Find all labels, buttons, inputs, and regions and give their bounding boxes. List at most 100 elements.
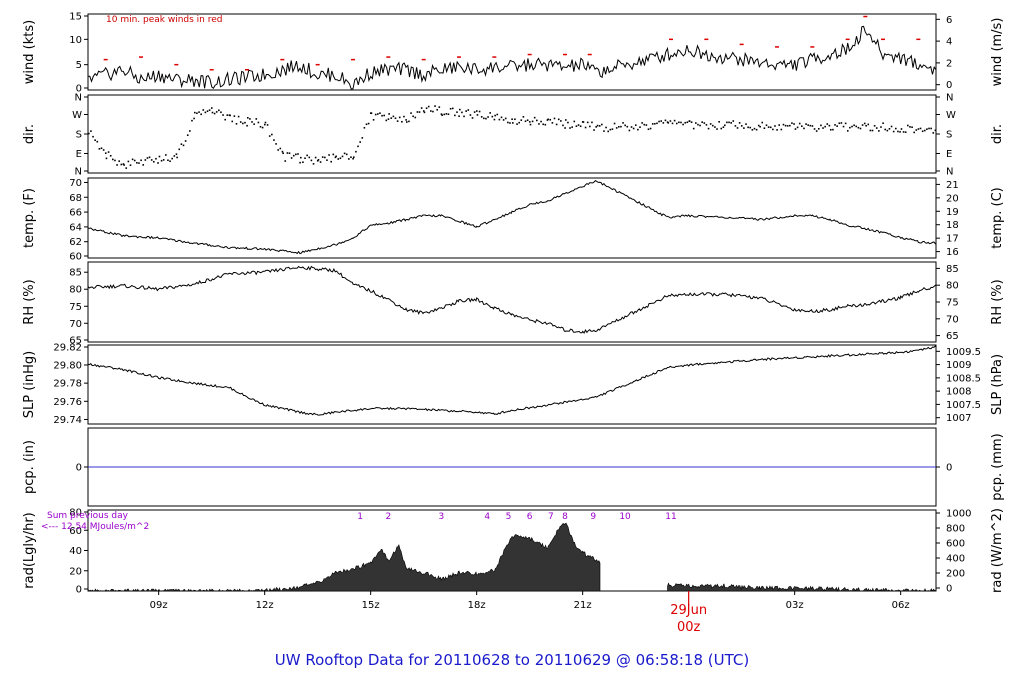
dir-point bbox=[447, 113, 450, 116]
dir-point bbox=[915, 129, 918, 131]
dir-point bbox=[136, 162, 138, 164]
pcp-right-tick-label: 0 bbox=[946, 463, 952, 474]
dir-point bbox=[425, 107, 428, 110]
dir-point bbox=[420, 107, 423, 109]
pcp-left-axis-title: pcp. (in) bbox=[22, 440, 37, 494]
slp-left-tick-label: 29.80 bbox=[53, 360, 82, 371]
dir-point bbox=[104, 152, 107, 154]
dir-point bbox=[626, 125, 629, 128]
rad-right-tick-label: 0 bbox=[946, 584, 952, 595]
dir-point bbox=[449, 107, 452, 110]
temp-right-tick-label: 17 bbox=[946, 234, 959, 245]
dir-point bbox=[603, 130, 605, 132]
dir-point bbox=[533, 116, 536, 119]
dir-point bbox=[547, 118, 549, 121]
dir-point bbox=[383, 114, 385, 117]
dir-point bbox=[224, 118, 226, 121]
temp-left-tick-label: 62 bbox=[69, 237, 82, 248]
dir-point bbox=[114, 159, 116, 162]
dir-point bbox=[565, 119, 567, 121]
dir-point bbox=[649, 127, 652, 130]
panel-pcp: 0 0 pcp. (in) pcp. (mm) bbox=[22, 427, 1005, 507]
slp-right-tick-label: 1008 bbox=[946, 387, 971, 398]
dir-point bbox=[673, 119, 676, 122]
dir-point bbox=[647, 128, 650, 131]
dir-point bbox=[759, 125, 761, 128]
hour-mark-9: 9 bbox=[590, 512, 596, 522]
wind-right-tick-label: 6 bbox=[946, 15, 952, 26]
dir-point bbox=[282, 152, 284, 155]
dir-point bbox=[339, 157, 342, 160]
dir-point bbox=[736, 127, 739, 129]
dir-point bbox=[478, 110, 481, 113]
dir-point bbox=[191, 119, 193, 122]
dir-point bbox=[109, 154, 112, 157]
dir-point bbox=[465, 110, 467, 112]
dir-point bbox=[206, 110, 209, 112]
dir-point bbox=[780, 128, 783, 131]
dir-point bbox=[596, 124, 599, 127]
x-tick-label-18z: 18z bbox=[468, 600, 486, 611]
rh-left-axis-title: RH (%) bbox=[22, 279, 37, 324]
dir-point bbox=[512, 122, 514, 124]
dir-point bbox=[730, 122, 732, 124]
slp-line bbox=[87, 345, 937, 416]
dir-point bbox=[387, 118, 390, 120]
dir-point bbox=[218, 109, 220, 112]
x-tick-label-03z: 03z bbox=[786, 600, 804, 611]
dir-point bbox=[193, 117, 195, 120]
dir-point bbox=[268, 135, 271, 137]
dir-point bbox=[675, 122, 678, 125]
dir-point bbox=[658, 120, 660, 123]
dir-point bbox=[436, 108, 438, 111]
dir-point bbox=[167, 159, 169, 162]
dir-point bbox=[664, 119, 667, 122]
rad-left-tick-label: 20 bbox=[69, 566, 82, 577]
dir-point bbox=[526, 119, 529, 122]
hour-mark-5: 5 bbox=[506, 512, 512, 522]
dir-point bbox=[352, 157, 354, 160]
dir-point bbox=[846, 130, 849, 132]
radiation-area bbox=[87, 522, 937, 593]
dir-point bbox=[328, 154, 330, 156]
dir-point bbox=[155, 157, 157, 160]
dir-point bbox=[286, 152, 289, 154]
dir-point bbox=[88, 132, 90, 135]
dir-point bbox=[96, 140, 99, 143]
dir-point bbox=[359, 141, 361, 143]
dir-point bbox=[853, 124, 855, 127]
dir-point bbox=[213, 112, 216, 115]
dir-point bbox=[131, 158, 134, 161]
dir-point bbox=[92, 135, 94, 138]
temp-left-axis-title: temp. (F) bbox=[22, 188, 37, 248]
dir-point bbox=[337, 158, 340, 160]
rad-right-tick-label: 600 bbox=[946, 539, 965, 550]
dir-point bbox=[480, 116, 483, 118]
dir-point bbox=[261, 126, 264, 129]
dir-point bbox=[516, 123, 518, 125]
dir-point bbox=[761, 121, 764, 124]
dir-point bbox=[593, 129, 595, 131]
dir-point bbox=[913, 131, 915, 134]
dir-point bbox=[173, 155, 176, 157]
hour-mark-4: 4 bbox=[484, 512, 490, 522]
dir-point bbox=[253, 123, 255, 125]
dir-point bbox=[632, 127, 635, 130]
wind-left-axis-title: wind (kts) bbox=[22, 20, 37, 84]
rad-right-tick-label: 200 bbox=[946, 569, 965, 580]
dir-point bbox=[304, 157, 306, 160]
dir-point bbox=[589, 125, 591, 128]
dir-point bbox=[299, 161, 301, 164]
dir-point bbox=[406, 121, 408, 123]
dir-point bbox=[928, 127, 930, 130]
dir-point bbox=[279, 147, 282, 150]
dir-frame bbox=[87, 94, 937, 174]
dir-point bbox=[467, 109, 470, 111]
dir-point bbox=[540, 120, 542, 123]
dir-point bbox=[682, 123, 684, 126]
dir-point bbox=[178, 148, 181, 151]
dir-point bbox=[789, 124, 791, 127]
dir-point bbox=[707, 127, 710, 130]
dir-point bbox=[900, 128, 903, 130]
